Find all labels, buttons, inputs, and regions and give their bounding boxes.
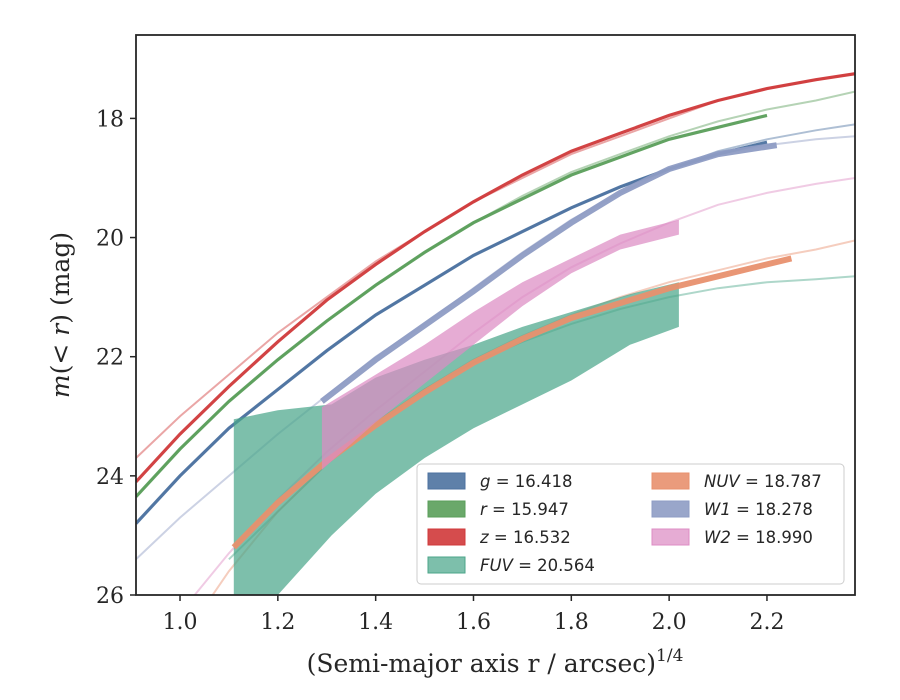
y-tick-label: 18 bbox=[96, 107, 124, 132]
legend-label-W2: W2 = 18.990 bbox=[704, 528, 813, 547]
legend-label-W1: W1 = 18.278 bbox=[704, 500, 813, 519]
data-curve-r bbox=[136, 113, 768, 498]
legend-label-FUV: FUV = 20.564 bbox=[480, 556, 595, 575]
y-tick-label: 26 bbox=[96, 584, 124, 609]
series-layer bbox=[136, 72, 855, 595]
legend-swatch-FUV bbox=[427, 556, 466, 574]
ticks-layer: 1.0 1.2 1.4 1.6 1.8 2.0 2.2 18 20 22 24 26 bbox=[96, 107, 784, 635]
legend-frame bbox=[416, 463, 845, 585]
x-tick-label: 1.8 bbox=[554, 610, 589, 635]
legend-swatch-r bbox=[427, 500, 466, 518]
x-tick-label: 2.0 bbox=[652, 610, 687, 635]
x-tick-label: 1.4 bbox=[358, 610, 393, 635]
y-tick-label: 20 bbox=[96, 227, 124, 252]
legend-swatch-z bbox=[427, 528, 466, 546]
data-curve-z bbox=[136, 72, 855, 483]
data-curve-NUV bbox=[231, 255, 793, 550]
legend-label-NUV: NUV = 18.787 bbox=[704, 472, 822, 491]
x-tick-label: 2.2 bbox=[749, 610, 784, 635]
legend: g = 16.418 r = 15.947 z = 16.532 FUV = 20.5… bbox=[416, 463, 845, 585]
y-tick-label: 24 bbox=[96, 465, 124, 490]
legend-label-g: g = 16.418 bbox=[480, 472, 573, 491]
y-tick-label: 22 bbox=[96, 346, 124, 371]
x-tick-label: 1.0 bbox=[163, 610, 198, 635]
legend-label-r: r = 15.947 bbox=[480, 500, 569, 519]
plot-frame bbox=[135, 34, 856, 596]
x-tick-label: 1.6 bbox=[456, 610, 491, 635]
legend-label-z: z = 16.532 bbox=[479, 528, 571, 547]
legend-swatch-g bbox=[427, 472, 466, 490]
y-axis-label: m(< r) (mag) bbox=[46, 232, 75, 398]
data-curve-W1 bbox=[320, 142, 778, 404]
legend-swatch-W2 bbox=[651, 528, 690, 546]
band-FUV bbox=[233, 282, 679, 595]
x-axis-label: (Semi-major axis r / arcsec)1/4 bbox=[307, 646, 684, 678]
legend-swatch-W1 bbox=[651, 500, 690, 518]
legend-swatch-NUV bbox=[651, 472, 690, 490]
x-tick-label: 1.2 bbox=[260, 610, 295, 635]
